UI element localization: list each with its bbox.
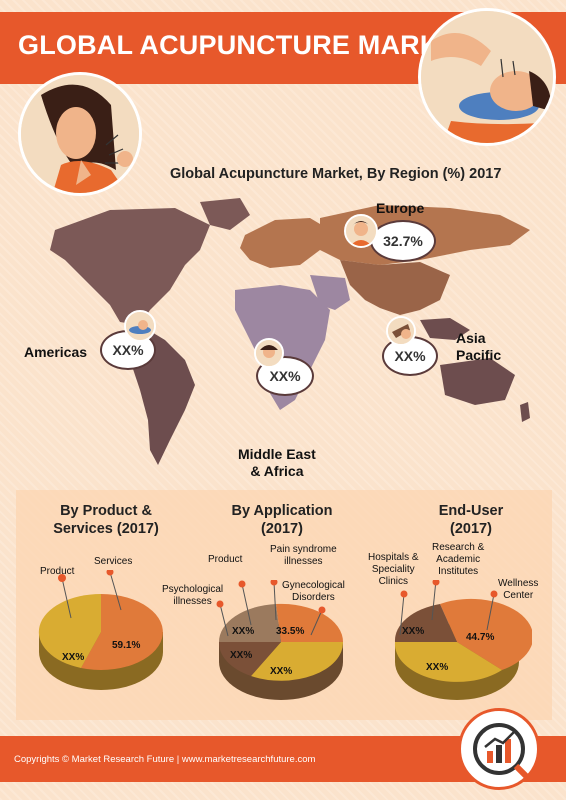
pie-slice-services [81,594,163,670]
pie-slice-app-product [218,604,281,642]
gyne-label-line1: Gynecological [282,580,345,591]
wellness-segment-label: Wellness Center [498,578,538,602]
region-label-americas: Americas [24,344,88,360]
mrfr-logo [458,708,540,790]
pie-slice-gynecological [251,642,344,681]
wellness-label-line1: Wellness [498,578,539,589]
application-chart-title: By Application (2017) [202,502,362,538]
hospitals-label-line2: Speciality [371,564,415,575]
hospitals-pin-head [400,590,408,598]
mea-label-line2: & Africa [250,463,304,479]
application-chart-title-line2: (2017) [261,521,303,537]
wellness-pin-head [490,590,498,598]
pain-segment-label: Pain syndrome illnesses [270,544,337,568]
psych-label-line2: illnesses [173,596,212,607]
wellness-pin-line [486,593,495,631]
product-chart-title-line1: By Product & [60,503,152,519]
asia-pacific-label-line2: Pacific [456,347,502,363]
app-product-value: XX% [232,626,255,637]
europe-thumbnail-icon [344,214,378,248]
application-pie-chart [216,580,344,700]
region-section-title: Global Acupuncture Market, By Region (%)… [170,166,502,182]
hospitals-pin-line [399,593,405,636]
psych-pin-head [216,600,224,608]
pie-slice-product [38,593,101,668]
region-label-asia-pacific: Asia Pacific [456,330,501,364]
research-label-line2: Academic [436,554,481,565]
gyne-pin-head [318,606,326,614]
region-value-europe: 32.7% [370,220,436,262]
europe-shape [240,218,330,268]
enduser-pie-chart [394,580,532,700]
footer-copyright: Copyrights © Market Research Future | ww… [14,754,316,765]
pain-label-line1: Pain syndrome [270,544,337,555]
services-pin-line [109,571,122,611]
patient-acupuncture-image [418,8,556,146]
woman-acupuncture-image [18,72,142,196]
services-segment-value: 59.1% [112,640,141,651]
north-america-shape [50,208,210,325]
enduser-chart-title-line1: End-User [438,503,504,519]
research-label-line3: Institutes [438,566,479,577]
americas-thumbnail-icon [124,310,156,342]
product-pin-head [58,574,66,582]
mea-thumbnail-icon [254,338,284,368]
southeast-asia-shape [420,318,470,340]
pain-pin-head [270,580,278,586]
product-segment-label: Product [40,566,75,577]
psych-pin-line [219,603,229,637]
wellness-value: 44.7% [466,632,495,643]
application-chart-title-line1: By Application [231,503,333,519]
research-pin-head [432,580,440,586]
hospitals-label-line1: Hospitals & [368,552,419,563]
product-chart-title: By Product & Services (2017) [26,502,186,538]
region-label-middle-east-africa: Middle East & Africa [238,446,316,480]
psych-label-line1: Psychological [162,584,224,595]
product-segment-value: XX% [62,652,85,663]
page-title: GLOBAL ACUPUNCTURE MARKET [18,30,475,60]
enduser-chart-title: End-User (2017) [396,502,546,538]
enduser-chart-title-line2: (2017) [450,521,492,537]
hospitals-label-line3: Clinics [378,576,409,587]
asia-south-shape [340,260,450,315]
product-chart-title-line2: Services (2017) [53,521,159,537]
middle-east-shape [310,275,350,310]
gyne-pin-line [310,609,323,636]
app-product-segment-label: Product [208,554,243,565]
pie-slice-hospitals [394,642,502,682]
pie-slice-psychological [218,642,281,676]
gyne-value: XX% [270,666,293,677]
gyne-label-line2: Disorders [292,592,335,603]
research-label-line1: Research & [432,542,485,553]
pie-slice-wellness [440,598,532,670]
hospitals-value: XX% [402,626,425,637]
greenland-shape [200,198,250,230]
region-label-europe: Europe [376,200,425,216]
product-pie-chart [38,570,163,690]
pie-slice-research [394,604,457,642]
pie-slice-pain-syndrome [276,603,344,642]
services-segment-label: Services [94,556,133,567]
hospitals-segment-label: Hospitals & Speciality Clinics [368,552,419,588]
new-zealand-shape [520,402,530,422]
wellness-label-line2: Center [503,590,534,601]
product-pin-line [61,577,72,619]
asia-pacific-thumbnail-icon [386,316,416,346]
research-segment-label: Research & Academic Institutes [432,542,484,578]
asia-pacific-label-line1: Asia [456,330,486,346]
pain-label-line2: illnesses [284,556,323,567]
app-product-pin-head [238,580,246,588]
psych-value: XX% [230,650,253,661]
pain-pin-line [273,581,277,621]
services-pin-head [106,570,114,576]
psych-segment-label: Psychological illnesses [162,584,223,608]
gyne-segment-label: Gynecological Disorders [282,580,345,604]
australia-shape [440,358,515,405]
research-pin-line [431,580,437,621]
pain-value: 33.5% [276,626,305,637]
mea-label-line1: Middle East [238,446,316,462]
app-product-pin-line [241,583,252,626]
hospitals-lower-value: XX% [426,662,449,673]
